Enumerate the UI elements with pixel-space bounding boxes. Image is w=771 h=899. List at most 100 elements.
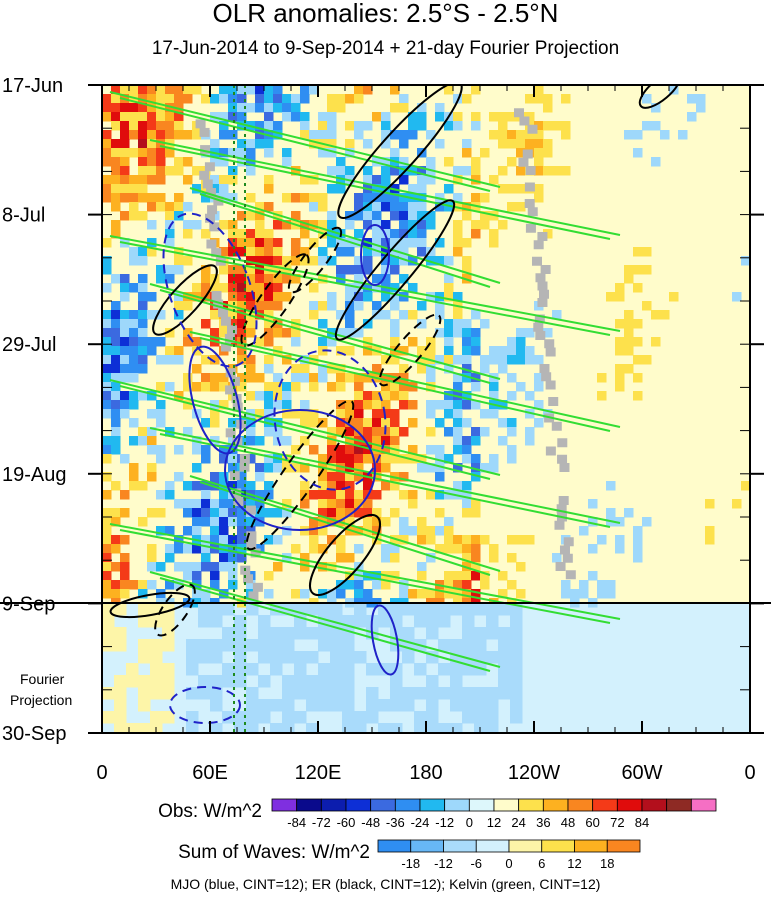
field-cell bbox=[408, 229, 418, 239]
field-cell bbox=[318, 193, 328, 203]
field-cell bbox=[633, 553, 643, 563]
field-cell bbox=[624, 130, 634, 140]
field-cell bbox=[120, 193, 130, 203]
field-cell bbox=[498, 184, 508, 194]
field-cell bbox=[174, 535, 184, 545]
field-cell bbox=[498, 355, 508, 365]
field-cell bbox=[399, 166, 409, 176]
field-cell bbox=[543, 148, 553, 158]
field-cell bbox=[426, 445, 436, 455]
field-cell bbox=[246, 157, 256, 167]
field-cell bbox=[120, 283, 130, 293]
colorbars: Obs: W/m^2-84 -72 -60 -48 -36 -24 -12 0 12 24 36 48… bbox=[158, 798, 717, 871]
field-cell bbox=[192, 85, 202, 95]
field-cell bbox=[237, 247, 247, 257]
field-cell bbox=[426, 373, 436, 383]
field-cell bbox=[309, 202, 319, 212]
field-cell bbox=[102, 337, 112, 347]
field-cell bbox=[291, 274, 301, 284]
field-cell bbox=[507, 130, 517, 140]
field-cell bbox=[390, 427, 400, 437]
field-cell bbox=[378, 723, 391, 733]
field-cell bbox=[234, 651, 247, 664]
field-cell bbox=[102, 615, 115, 628]
field-cell bbox=[366, 711, 379, 724]
kelvin-contour bbox=[199, 193, 491, 288]
field-cell bbox=[525, 139, 535, 149]
field-cell bbox=[102, 436, 112, 446]
missing-data-cell bbox=[220, 316, 231, 326]
field-cell bbox=[579, 580, 589, 590]
field-cell bbox=[444, 589, 454, 599]
field-cell bbox=[102, 627, 115, 640]
field-cell bbox=[363, 211, 373, 221]
field-cell bbox=[435, 508, 445, 518]
field-cell bbox=[660, 130, 670, 140]
field-cell bbox=[156, 454, 166, 464]
field-cell bbox=[300, 130, 310, 140]
field-cell bbox=[111, 148, 121, 158]
field-cell bbox=[399, 220, 409, 230]
field-cell bbox=[381, 310, 391, 320]
field-cell bbox=[390, 382, 400, 392]
field-cell bbox=[219, 382, 229, 392]
field-cell bbox=[129, 112, 139, 122]
field-cell bbox=[363, 85, 373, 95]
field-cell bbox=[219, 184, 229, 194]
field-cell bbox=[372, 364, 382, 374]
field-cell bbox=[264, 319, 274, 329]
waves-colorbar-swatch bbox=[475, 839, 510, 853]
field-cell bbox=[291, 112, 301, 122]
field-cell bbox=[450, 699, 463, 712]
field-cell bbox=[210, 418, 220, 428]
field-cell bbox=[138, 283, 148, 293]
field-cell bbox=[510, 663, 523, 676]
field-cell bbox=[399, 202, 409, 212]
field-cell bbox=[552, 553, 562, 563]
field-cell bbox=[192, 220, 202, 230]
field-cell bbox=[111, 328, 121, 338]
field-cell bbox=[156, 508, 166, 518]
field-cell bbox=[120, 535, 130, 545]
field-cell bbox=[102, 355, 112, 365]
field-cell bbox=[426, 711, 439, 724]
field-cell bbox=[510, 711, 523, 724]
field-cell bbox=[417, 562, 427, 572]
field-cell bbox=[138, 328, 148, 338]
field-cell bbox=[408, 337, 418, 347]
field-cell bbox=[273, 94, 283, 104]
field-cell bbox=[552, 166, 562, 176]
field-cell bbox=[201, 283, 211, 293]
missing-data-cell bbox=[545, 347, 556, 357]
field-cell bbox=[480, 409, 490, 419]
field-cell bbox=[327, 256, 337, 266]
field-cell bbox=[444, 490, 454, 500]
field-cell bbox=[399, 535, 409, 545]
obs-colorbar-swatch bbox=[271, 798, 298, 812]
field-cell bbox=[138, 166, 148, 176]
field-cell bbox=[345, 481, 355, 491]
missing-data-cell bbox=[243, 574, 254, 584]
field-cell bbox=[597, 391, 607, 401]
missing-data-cell bbox=[199, 127, 210, 137]
field-cell bbox=[417, 589, 427, 599]
field-cell bbox=[327, 535, 337, 545]
field-cell bbox=[327, 472, 337, 482]
field-cell bbox=[111, 400, 121, 410]
field-cell bbox=[444, 400, 454, 410]
field-cell bbox=[282, 382, 292, 392]
field-cell bbox=[201, 481, 211, 491]
field-cell bbox=[126, 675, 139, 688]
field-cell bbox=[327, 436, 337, 446]
field-cell bbox=[318, 627, 331, 640]
field-cell bbox=[246, 238, 256, 248]
kelvin-contour bbox=[159, 289, 491, 384]
er-contour bbox=[337, 85, 463, 219]
field-cell bbox=[345, 499, 355, 509]
field-cell bbox=[222, 711, 235, 724]
field-cell bbox=[237, 526, 247, 536]
field-cell bbox=[165, 85, 175, 95]
field-cell bbox=[633, 265, 643, 275]
field-cell bbox=[174, 85, 184, 95]
field-cell bbox=[318, 675, 331, 688]
